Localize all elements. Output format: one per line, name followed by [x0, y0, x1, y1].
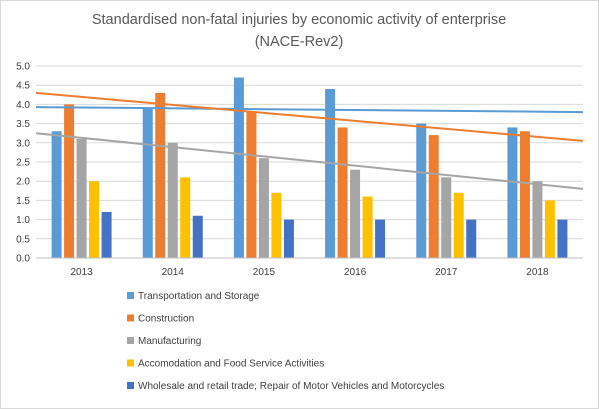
y-tick-label-10: 5.0	[16, 62, 30, 73]
bar-2018-0	[507, 127, 518, 258]
y-tick-label-3: 1.5	[16, 196, 30, 207]
legend-label-4: Wholesale and retail trade; Repair of Mo…	[138, 381, 444, 392]
y-tick-label-6: 3.0	[16, 138, 30, 149]
legend-label-3: Accomodation and Food Service Activities	[138, 359, 324, 370]
y-tick-label-5: 2.5	[16, 158, 30, 169]
bar-2017-0	[416, 123, 427, 258]
y-tick-label-8: 4.0	[16, 100, 30, 111]
x-tick-label-2016: 2016	[344, 267, 367, 278]
bar-2017-3	[453, 192, 464, 258]
bar-2013-4	[101, 211, 112, 258]
x-axis: 2013 2014 2015 2016 2017 2018	[36, 257, 583, 278]
bars	[51, 77, 568, 259]
legend-label-1: Construction	[138, 314, 194, 325]
x-tick-label-2018: 2018	[526, 267, 549, 278]
y-axis: 0.0 0.5 1.0 1.5 2.0 2.5 3.0 3.5 4.0 4.5 5.0	[16, 62, 30, 265]
bar-2014-2	[167, 142, 178, 258]
bar-2014-4	[192, 215, 203, 258]
bar-2016-2	[350, 169, 361, 258]
legend-label-2: Manufacturing	[138, 336, 201, 347]
y-tick-label-2: 1.0	[16, 215, 30, 226]
bar-2016-4	[375, 219, 386, 258]
bar-2015-2	[258, 158, 269, 258]
legend-swatch-1	[127, 314, 134, 322]
y-tick-label-7: 3.5	[16, 119, 30, 130]
x-tick-label-2017: 2017	[435, 267, 458, 278]
x-tick-label-2015: 2015	[253, 267, 276, 278]
bar-2014-0	[142, 108, 153, 259]
legend-swatch-4	[127, 382, 134, 389]
trendlines	[35, 91, 584, 190]
bar-2018-3	[544, 200, 555, 258]
bar-2017-4	[466, 219, 477, 258]
y-tick-label-9: 4.5	[16, 81, 30, 92]
bar-2016-1	[337, 127, 348, 258]
trendline-2	[35, 132, 584, 190]
bar-2013-1	[64, 104, 75, 259]
bar-2015-3	[271, 192, 282, 258]
bar-2014-1	[155, 92, 166, 258]
bar-2013-2	[76, 138, 87, 258]
legend: Transportation and Storage Construction Ma…	[127, 291, 444, 392]
bar-2015-1	[246, 112, 257, 258]
bar-2018-1	[519, 131, 530, 258]
bar-2013-3	[89, 181, 100, 258]
legend-swatch-0	[127, 292, 134, 299]
trendline-0	[35, 106, 584, 114]
legend-label-0: Transportation and Storage	[138, 291, 260, 302]
y-tick-label-1: 0.5	[16, 234, 30, 245]
bar-2017-2	[441, 177, 452, 258]
bar-2016-0	[325, 89, 336, 258]
chart-title-line1: Standardised non-fatal injuries by econo…	[92, 12, 506, 28]
bar-2016-3	[362, 196, 373, 258]
y-tick-label-4: 2.0	[16, 177, 30, 188]
bar-2018-4	[557, 219, 568, 258]
chart-title-line2: (NACE-Rev2)	[255, 34, 344, 50]
legend-swatch-3	[127, 359, 134, 367]
y-tick-label-0: 0.0	[16, 254, 30, 265]
x-tick-label-2014: 2014	[162, 267, 185, 278]
bar-2015-0	[233, 77, 244, 259]
trendline-1	[35, 91, 584, 142]
legend-swatch-2	[127, 337, 134, 344]
bar-2015-4	[283, 219, 294, 258]
bar-2013-0	[51, 131, 62, 258]
x-tick-label-2013: 2013	[70, 267, 93, 278]
bar-2017-1	[428, 135, 439, 258]
bar-2018-2	[532, 181, 543, 258]
bar-2014-3	[180, 177, 191, 258]
